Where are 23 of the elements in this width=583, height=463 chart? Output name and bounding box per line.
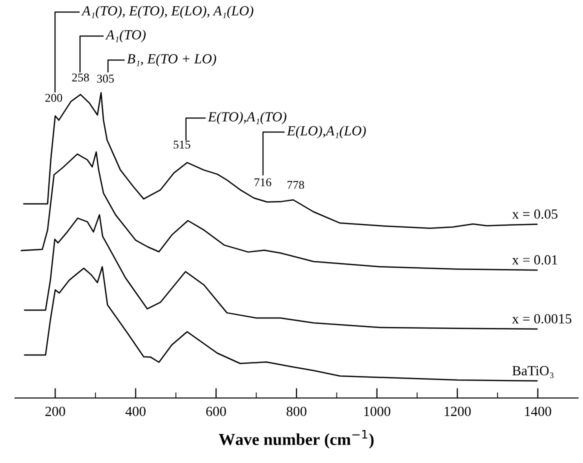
- x-tick-label: 400: [125, 406, 146, 416]
- annotation: 258: [72, 74, 89, 82]
- annotation: 515: [174, 140, 190, 149]
- x-tick-label: 1400: [525, 406, 552, 416]
- text: A₁(TO), E(TO), E(LO), A₁(LO): [81, 6, 254, 18]
- series-label: BaTiO₃: [512, 366, 554, 378]
- annotation: 200: [45, 94, 62, 102]
- x-tick-label: 600: [206, 406, 226, 416]
- annotation: 716: [254, 178, 272, 186]
- x-tick-label: 200: [45, 406, 66, 416]
- x-axis-title: Wave number (cm$^{−1}$): [218, 430, 374, 448]
- x-tick-label: 1200: [444, 406, 471, 416]
- annotation: 305: [97, 74, 114, 83]
- series-label: x = 0.0015: [512, 314, 572, 324]
- series-label: x = 0.01: [512, 255, 558, 265]
- annotation: E(LO),A₁(LO): [286, 126, 366, 138]
- text: B₁, E(TO + LO): [127, 54, 216, 66]
- annotation: E(TO),A₁(TO): [208, 112, 286, 124]
- annotation: 778: [288, 180, 304, 189]
- text: A₁(TO): [105, 30, 146, 42]
- x-tick-label: 1000: [364, 406, 390, 416]
- x-tick-label: 800: [286, 406, 306, 416]
- series-label: x = 0.05: [512, 209, 558, 219]
